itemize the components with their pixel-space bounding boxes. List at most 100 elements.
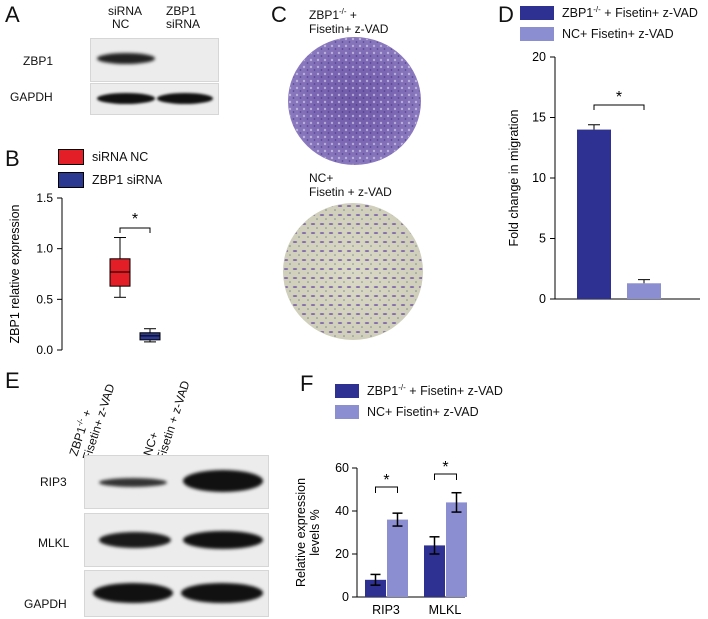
significance-star: * — [442, 459, 448, 476]
band — [157, 93, 213, 104]
bar — [387, 519, 408, 597]
legend-label-part: ZBP1 — [562, 6, 594, 21]
y-tick-label: 0 — [342, 590, 349, 604]
blot-gapdh — [90, 83, 219, 115]
y-tick-label: 60 — [335, 461, 349, 475]
y-tick-label: 1.5 — [36, 191, 53, 205]
dish-bottom-label: NC+ Fisetin + z-VAD — [309, 171, 392, 199]
row-label-rip3: RIP3 — [40, 475, 67, 489]
legend-swatch — [335, 383, 359, 398]
band — [99, 532, 171, 548]
blot-gapdh-e — [84, 570, 269, 617]
band — [97, 93, 155, 104]
legend-item-nc: NC+ Fisetin+ z-VAD — [520, 27, 674, 41]
y-axis-label-line2: levels % — [308, 509, 322, 556]
row-label-mlkl: MLKL — [38, 536, 70, 550]
band — [183, 531, 263, 549]
legend-label: NC+ Fisetin+ z-VAD — [562, 27, 674, 41]
box-plot-b: 0.0 0.5 1.0 1.5 * ZBP1 relative expression — [8, 191, 161, 357]
panel-label-f: F — [300, 371, 314, 396]
y-axis-label: Fold change in migration — [507, 110, 521, 247]
legend-label: NC+ Fisetin+ z-VAD — [367, 405, 479, 419]
y-axis-label: Relative expressionlevels % — [294, 478, 322, 587]
lane-label-2-line2: siRNA — [166, 17, 201, 31]
superscript: -/- — [398, 383, 406, 392]
legend-swatch — [58, 149, 84, 165]
bar — [577, 129, 611, 299]
legend-label: ZBP1-/- + Fisetin+ z-VAD — [562, 5, 698, 20]
y-tick-label: 40 — [335, 504, 349, 518]
migration-dish-nc — [283, 203, 423, 340]
dish-top-label-line1: ZBP1 — [309, 8, 340, 22]
legend-label: ZBP1-/- + Fisetin+ z-VAD — [367, 383, 503, 398]
y-tick-label: 5 — [539, 232, 546, 246]
legend-label-part: + Fisetin+ z-VAD — [405, 384, 503, 399]
significance-star: * — [132, 211, 138, 228]
y-tick-label: 20 — [532, 50, 546, 64]
panel-label-d: D — [498, 2, 514, 27]
lane-label-part: Fisetin+ z-VAD — [79, 382, 118, 462]
migration-dish-zbp1-ko — [288, 37, 421, 165]
legend-item-nc-f: NC+ Fisetin+ z-VAD — [335, 405, 479, 419]
lane-label-1-line2: NC — [112, 17, 130, 31]
dish-top-label: ZBP1-/- + Fisetin+ z-VAD — [309, 5, 388, 36]
plus: + — [346, 8, 357, 22]
band — [183, 470, 263, 492]
y-tick-label: 10 — [532, 171, 546, 185]
panel-label-c: C — [271, 2, 287, 27]
band — [93, 583, 173, 603]
bar — [627, 283, 661, 299]
y-axis-label-line1: Relative expression — [294, 478, 308, 587]
legend-item-zbp1-sirna: ZBP1 siRNA — [58, 172, 162, 188]
blot-zbp1 — [90, 38, 219, 82]
panel-label-b: B — [5, 146, 20, 171]
legend-swatch — [520, 27, 554, 41]
y-tick-label: 0.0 — [36, 343, 53, 357]
lane-label-2-line1: ZBP1 — [166, 4, 197, 18]
row-label-gapdh: GAPDH — [10, 90, 53, 104]
legend-label: ZBP1 siRNA — [92, 173, 163, 187]
panel-label-e: E — [5, 368, 20, 393]
bar — [424, 545, 445, 597]
significance-bracket — [119, 227, 151, 233]
lane-label-part: Fisetin + z-VAD — [153, 378, 193, 462]
box — [109, 258, 131, 287]
blot-rip3 — [84, 455, 269, 509]
significance-bracket — [593, 104, 645, 110]
y-tick-label: 15 — [532, 111, 546, 125]
legend-item-zbp1-ko-f: ZBP1-/- + Fisetin+ z-VAD — [335, 383, 503, 398]
lane-label-1-line1: siRNA — [108, 4, 143, 18]
x-tick-label: MLKL — [429, 603, 462, 617]
x-tick-label: RIP3 — [372, 603, 400, 617]
legend-label: siRNA NC — [92, 150, 149, 164]
band — [99, 478, 167, 487]
legend-label-part: ZBP1 — [367, 384, 399, 399]
legend-swatch — [520, 5, 554, 20]
y-tick-label: 1.0 — [36, 242, 53, 256]
y-axis-label: ZBP1 relative expression — [8, 204, 22, 343]
significance-star: * — [616, 89, 622, 106]
bar-chart-f: 0 20 40 60 * RIP3 * MLKL Relative expressionleve… — [294, 459, 467, 617]
significance-bracket — [434, 473, 457, 480]
y-tick-label: 0.5 — [36, 292, 53, 306]
band — [97, 53, 155, 64]
significance-star: * — [383, 472, 389, 489]
legend-swatch — [335, 405, 359, 419]
legend-swatch — [58, 172, 84, 188]
row-label-gapdh: GAPDH — [24, 597, 67, 611]
blot-mlkl — [84, 513, 269, 567]
significance-bracket — [375, 486, 398, 493]
legend-item-sirna-nc: siRNA NC — [58, 149, 148, 165]
band — [181, 583, 263, 603]
dish-texture — [288, 37, 421, 165]
legend-label-part: + Fisetin+ z-VAD — [600, 6, 698, 21]
row-label-zbp1: ZBP1 — [23, 54, 54, 68]
box — [139, 332, 161, 341]
y-tick-label: 20 — [335, 547, 349, 561]
superscript: -/- — [593, 5, 601, 14]
bar-chart-d: 0 5 10 15 20 * Fold change in migration — [507, 50, 700, 306]
dish-texture — [283, 203, 423, 340]
dish-bottom-label-line2: Fisetin + z-VAD — [309, 185, 392, 199]
superscript: -/- — [339, 7, 347, 16]
bar — [446, 502, 467, 597]
